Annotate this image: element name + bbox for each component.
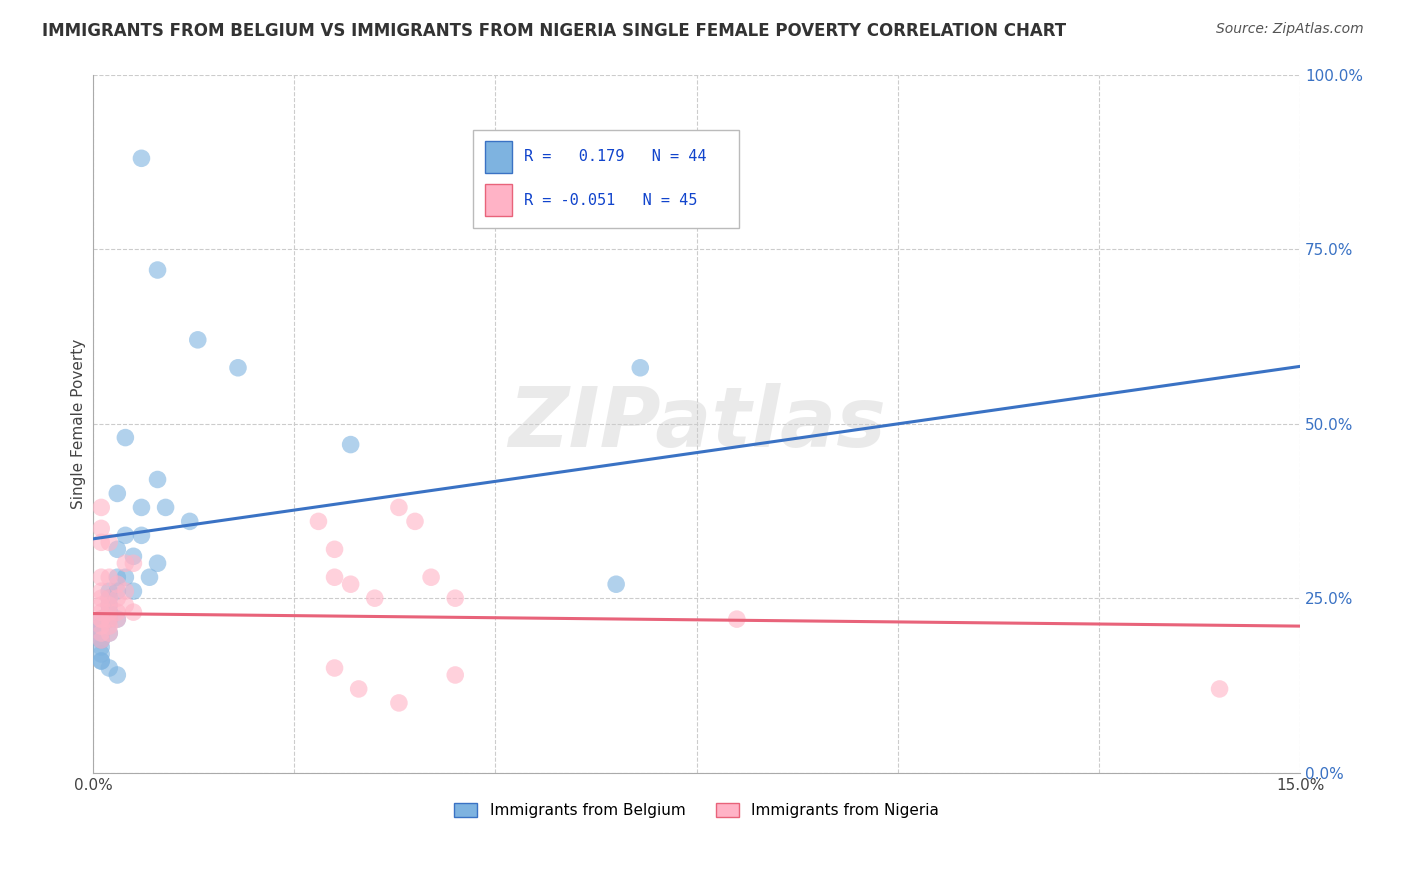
Point — [90, 640, 112, 654]
Point — [98, 612, 121, 626]
Point — [105, 584, 128, 599]
Point — [725, 612, 748, 626]
Point — [114, 598, 136, 612]
Point — [1208, 681, 1230, 696]
Point — [90, 570, 112, 584]
Legend: Immigrants from Belgium, Immigrants from Nigeria: Immigrants from Belgium, Immigrants from… — [449, 797, 945, 824]
Point — [339, 437, 361, 451]
FancyBboxPatch shape — [474, 130, 738, 228]
Point — [98, 605, 121, 619]
Point — [131, 500, 153, 515]
Point — [98, 661, 121, 675]
Point — [339, 577, 361, 591]
Point — [122, 549, 145, 564]
Point — [628, 360, 651, 375]
Point — [105, 570, 128, 584]
Point — [364, 591, 387, 606]
Point — [90, 633, 112, 648]
Point — [226, 360, 249, 375]
Point — [388, 696, 411, 710]
Point — [90, 500, 112, 515]
Point — [131, 151, 153, 165]
Point — [114, 528, 136, 542]
Text: ZIPatlas: ZIPatlas — [508, 384, 886, 464]
Point — [114, 431, 136, 445]
Point — [146, 263, 169, 277]
Point — [146, 556, 169, 570]
Point — [105, 605, 128, 619]
Text: R =   0.179   N = 44: R = 0.179 N = 44 — [524, 149, 707, 164]
Y-axis label: Single Female Poverty: Single Female Poverty — [72, 338, 86, 508]
Text: Source: ZipAtlas.com: Source: ZipAtlas.com — [1216, 22, 1364, 37]
Point — [155, 500, 177, 515]
Point — [98, 605, 121, 619]
Point — [90, 654, 112, 668]
Point — [605, 577, 627, 591]
Point — [90, 633, 112, 648]
Point — [114, 570, 136, 584]
Point — [122, 556, 145, 570]
Point — [90, 612, 112, 626]
Point — [347, 681, 370, 696]
Point — [90, 598, 112, 612]
Point — [179, 515, 201, 529]
Point — [90, 584, 112, 599]
Point — [323, 542, 346, 557]
Point — [105, 668, 128, 682]
Point — [98, 584, 121, 599]
FancyBboxPatch shape — [485, 185, 512, 216]
Point — [444, 591, 467, 606]
Point — [122, 584, 145, 599]
Point — [90, 626, 112, 640]
Point — [444, 668, 467, 682]
Point — [146, 473, 169, 487]
Point — [98, 612, 121, 626]
Point — [114, 584, 136, 599]
Point — [98, 591, 121, 606]
Text: R = -0.051   N = 45: R = -0.051 N = 45 — [524, 193, 697, 208]
FancyBboxPatch shape — [485, 141, 512, 173]
Point — [404, 515, 426, 529]
Point — [90, 535, 112, 549]
Point — [114, 556, 136, 570]
Point — [90, 591, 112, 606]
Point — [90, 626, 112, 640]
Point — [98, 535, 121, 549]
Point — [105, 486, 128, 500]
Point — [90, 619, 112, 633]
Point — [98, 570, 121, 584]
Point — [131, 528, 153, 542]
Point — [98, 626, 121, 640]
Point — [122, 605, 145, 619]
Point — [388, 500, 411, 515]
Text: IMMIGRANTS FROM BELGIUM VS IMMIGRANTS FROM NIGERIA SINGLE FEMALE POVERTY CORRELA: IMMIGRANTS FROM BELGIUM VS IMMIGRANTS FR… — [42, 22, 1066, 40]
Point — [323, 570, 346, 584]
Point — [187, 333, 209, 347]
Point — [90, 521, 112, 535]
Point — [90, 605, 112, 619]
Point — [98, 619, 121, 633]
Point — [323, 661, 346, 675]
Point — [105, 612, 128, 626]
Point — [90, 633, 112, 648]
Point — [90, 654, 112, 668]
Point — [105, 542, 128, 557]
Point — [90, 619, 112, 633]
Point — [105, 591, 128, 606]
Point — [420, 570, 443, 584]
Point — [98, 598, 121, 612]
Point — [90, 619, 112, 633]
Point — [98, 605, 121, 619]
Point — [105, 577, 128, 591]
Point — [105, 612, 128, 626]
Point — [90, 612, 112, 626]
Point — [308, 515, 330, 529]
Point — [138, 570, 160, 584]
Point — [90, 626, 112, 640]
Point — [98, 591, 121, 606]
Point — [90, 647, 112, 661]
Point — [90, 612, 112, 626]
Point — [98, 598, 121, 612]
Point — [98, 626, 121, 640]
